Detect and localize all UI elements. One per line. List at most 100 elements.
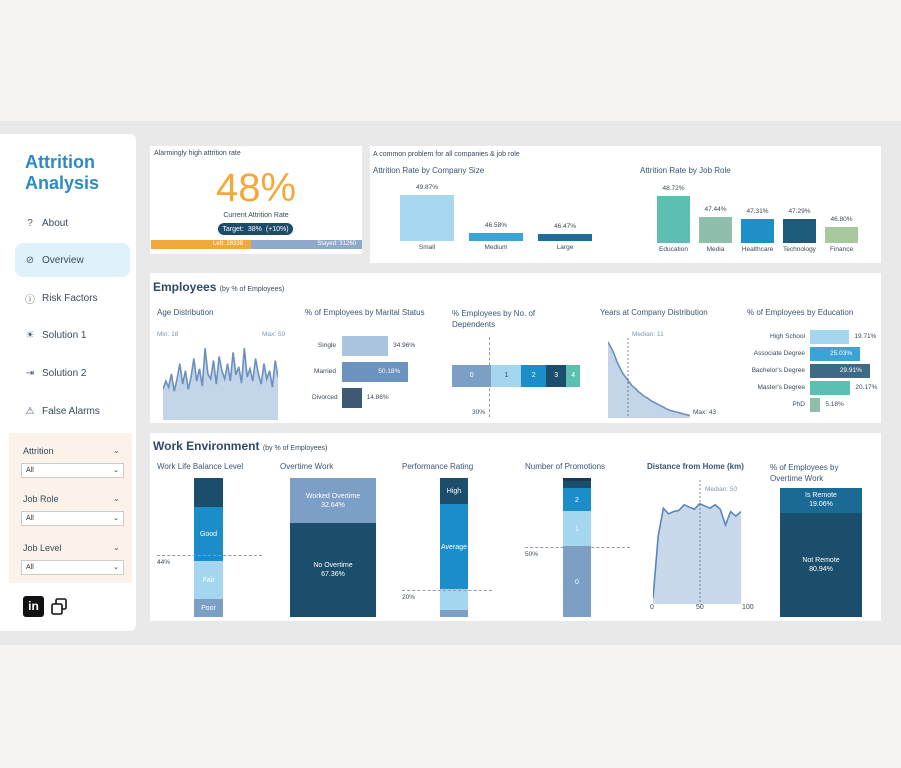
- segment-good: [194, 507, 223, 562]
- chevron-down-icon[interactable]: ⌄: [113, 494, 120, 503]
- job-role-select[interactable]: All ⌄: [21, 511, 124, 526]
- nav-item-solution-2[interactable]: ⇥ Solution 2: [15, 356, 130, 390]
- segment-worked-overtime: [290, 478, 376, 524]
- chevron-down-icon[interactable]: ⌄: [113, 564, 119, 571]
- left-count: Left: 28338: [213, 241, 244, 247]
- segment-4: [563, 478, 591, 481]
- segment-label: 4: [571, 372, 576, 379]
- attrition-filter-label: Attrition: [23, 446, 54, 456]
- category-label: Associate Degree: [753, 350, 805, 357]
- segment-2: [563, 487, 591, 512]
- perf-title: Performance Rating: [402, 462, 474, 471]
- segment-1: [563, 511, 591, 547]
- bar-value-label: 5.18%: [825, 401, 844, 408]
- filter-panel: [9, 433, 132, 583]
- job-role-title: Attrition Rate by Job Role: [640, 166, 731, 175]
- segment-label: No Overtime 67.36%: [313, 562, 353, 579]
- reference-label: 30%: [472, 409, 486, 416]
- marital-title: % of Employees by Marital Status: [305, 308, 425, 317]
- bar-value-label: 25.03%: [830, 350, 853, 357]
- segment-label: Poor: [201, 604, 216, 612]
- chevron-down-icon[interactable]: ⌄: [113, 515, 119, 522]
- nav-item-false-alarms[interactable]: ⚠ False Alarms: [15, 394, 130, 428]
- segment-3: [545, 365, 567, 387]
- segment-label: 3: [554, 372, 559, 379]
- bar-value-label: 34.96%: [393, 342, 416, 349]
- segment-label: Worked Overtime 32.64%: [305, 492, 361, 509]
- segment-low: [440, 610, 468, 617]
- segment-no-overtime: [290, 523, 376, 617]
- bar-education: [810, 347, 861, 361]
- bar-category-label: Media: [706, 246, 725, 253]
- bar-value-label: 14.86%: [366, 394, 389, 401]
- bar-value-label: 48.72%: [662, 185, 685, 193]
- category-label: Married: [313, 368, 336, 375]
- nav-icon: ⊘: [25, 254, 35, 266]
- work-title: Work Environment (by % of Employees): [153, 439, 328, 453]
- nav-label: About: [42, 217, 69, 229]
- linkedin-icon[interactable]: in: [23, 596, 44, 617]
- distance-median-label: Median: 50: [705, 486, 738, 493]
- bar-value-label: 46.80%: [830, 216, 853, 223]
- segment-0: [563, 546, 591, 617]
- bar-category-label: Large: [556, 244, 574, 251]
- segment-fair: [194, 561, 223, 599]
- app-title: Attrition Analysis: [25, 152, 100, 193]
- nav-item-solution-1[interactable]: ☀ Solution 1: [15, 318, 130, 352]
- nav-icon: ⚠: [25, 405, 35, 417]
- left-stayed-bar: Left: 28338 Stayed: 31260: [151, 240, 362, 249]
- bar-education: [810, 381, 851, 395]
- chevron-down-icon[interactable]: ⌄: [113, 543, 120, 552]
- segment-4: [566, 365, 580, 387]
- nav-label: False Alarms: [42, 405, 100, 417]
- bar-value-label: 46.58%: [484, 222, 508, 230]
- attrition-select[interactable]: All ⌄: [21, 463, 124, 478]
- bar-education: [810, 398, 821, 412]
- bar-value-label: 19.71%: [854, 333, 877, 340]
- category-label: Single: [317, 342, 336, 349]
- job-level-select[interactable]: All ⌄: [21, 560, 124, 575]
- nav-item-risk-factors[interactable]: ⓘ Risk Factors: [15, 281, 130, 315]
- overtime-title: Overtime Work: [280, 462, 334, 471]
- years-title: Years at Company Distribution: [600, 308, 708, 317]
- company-size-title: Attrition Rate by Company Size: [373, 166, 485, 175]
- employees-title: Employees (by % of Employees): [153, 280, 285, 294]
- bar-media: [699, 216, 732, 243]
- bar-healthcare: [741, 218, 774, 243]
- segment-label: 1: [575, 525, 579, 533]
- area-fill: [653, 503, 741, 604]
- category-label: Divorced: [312, 394, 338, 401]
- segment-3: [563, 480, 591, 488]
- job-level-filter-label: Job Level: [23, 543, 62, 553]
- category-label: Bachelor's Degree: [751, 367, 805, 374]
- target-badge: Target: 38% (+10%): [218, 223, 293, 235]
- segment-label: Good: [199, 531, 218, 539]
- nav-icon: ⓘ: [25, 294, 35, 306]
- reference-label: 20%: [402, 594, 416, 601]
- select-value: All: [26, 515, 34, 522]
- select-value: All: [26, 467, 34, 474]
- reference-line: [157, 555, 262, 556]
- segment-average: [440, 504, 468, 590]
- bar-value-label: 47.31%: [746, 207, 769, 215]
- segment-label: 0: [575, 578, 579, 586]
- copy-icon[interactable]: [51, 598, 67, 615]
- bar-large: [538, 234, 592, 241]
- nav-icon: ☀: [25, 329, 35, 341]
- category-label: Master's Degree: [757, 384, 805, 391]
- bar-value-label: 47.44%: [704, 205, 727, 213]
- bar-value-label: 46.47%: [553, 223, 577, 231]
- kpi-label: Current Attrition Rate: [223, 212, 289, 219]
- reference-label: 44%: [157, 559, 171, 566]
- bar-single: [342, 336, 389, 356]
- age-dist-title: Age Distribution: [157, 308, 214, 317]
- chevron-down-icon[interactable]: ⌄: [113, 467, 119, 474]
- company-card: [370, 146, 881, 263]
- segment-0: [452, 365, 492, 387]
- segment-below-average: [440, 589, 468, 611]
- nav-item-about[interactable]: ? About: [15, 206, 130, 240]
- job-role-filter-label: Job Role: [23, 494, 59, 504]
- nav-item-overview[interactable]: ⊘ Overview: [15, 243, 130, 277]
- chevron-down-icon[interactable]: ⌄: [113, 446, 120, 455]
- area-line: [163, 348, 278, 392]
